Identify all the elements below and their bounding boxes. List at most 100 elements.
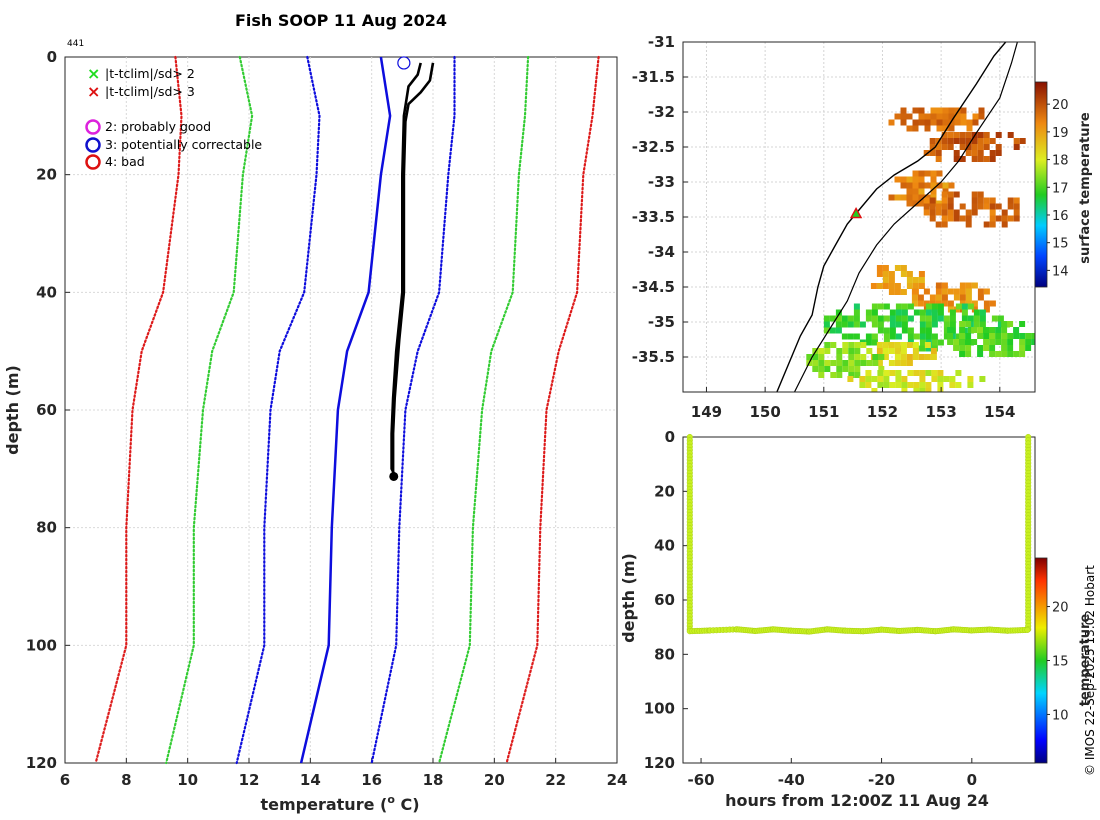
depth-time-panel: -60 -40 -20 0 0 20 40 60 80 100 120 hours from 12… [619, 428, 1093, 810]
map-sst-pixel [989, 215, 996, 222]
map-sst-pixel [977, 294, 984, 301]
map-sst-pixel [848, 366, 855, 372]
map-sst-pixel [967, 303, 974, 310]
profile-grid [65, 57, 617, 763]
map-sst-pixel [953, 191, 960, 198]
map-sst-pixel [955, 333, 962, 340]
map-sst-pixel [983, 156, 990, 162]
profile-series-clim-mean [299, 56, 392, 764]
map-sst-pixel [953, 215, 960, 222]
map-sst-pixel [977, 191, 984, 198]
map-sst-pixel [894, 283, 901, 289]
map-sst-pixel [961, 309, 968, 316]
map-sst-pixel [954, 107, 961, 114]
map-sst-pixel [906, 200, 913, 207]
map-sst-pixel [912, 194, 919, 201]
profile-series-clim-1sd [235, 55, 321, 765]
profile-panel: 6 8 10 12 14 16 18 20 22 24 0 20 40 60 80 100 120 tempe… [3, 48, 627, 814]
map-sst-pixel [830, 372, 837, 378]
map-sst-pixel [960, 119, 967, 126]
map-sst-pixel [918, 194, 925, 201]
profile-series-clim-3sd [94, 55, 183, 765]
map-sst-pixel [876, 271, 883, 277]
map-sst-pixel [900, 113, 907, 120]
map-sst-pixel [877, 303, 884, 310]
map-sst-pixel [888, 119, 895, 126]
map-sst-pixel [965, 333, 972, 339]
map-sst-pixel [989, 327, 996, 333]
map-sst-pixel [918, 200, 925, 207]
map-sst-pixel [865, 333, 872, 340]
map-sst-pixel [931, 376, 938, 382]
map-sst-pixel [812, 354, 819, 360]
map-sst-pixel [917, 294, 924, 301]
map-sst-pixel [854, 348, 861, 354]
map-sst-pixel [929, 197, 936, 204]
map-sst-pixel [959, 327, 966, 333]
depth-time-x-ticks: -60 -40 -20 0 [687, 758, 977, 789]
map-sst-pixel [919, 376, 926, 382]
map-sst-pixel [883, 382, 890, 388]
map-sst-pixel [971, 156, 978, 162]
map-sst-pixel [854, 366, 861, 372]
profile-surface-flag [397, 56, 411, 70]
map-sst-pixel [888, 289, 895, 295]
map-y-ticks: -31 -31.5 -32 -32.5 -33 -33.5 -34 -34.5 -35 -35.5 [632, 33, 688, 366]
map-sst-pixel [983, 306, 990, 313]
map-sst-pixel [895, 370, 902, 376]
map-sst-pixel [924, 182, 931, 189]
map-sst-pixel [930, 176, 937, 183]
map-sst-pixel [818, 348, 825, 354]
map-x-tick-label: 150 [749, 403, 780, 421]
map-sst-pixel [1001, 345, 1008, 351]
map-sst-pixel [912, 283, 919, 289]
map-y-tick-label: -32 [648, 103, 675, 121]
map-colorbar-tick-label: 16 [1052, 209, 1069, 224]
map-sst-pixel [983, 144, 990, 150]
map-sst-pixel [894, 289, 901, 295]
map-sst-pixel [967, 327, 974, 334]
map-sst-pixel [931, 315, 938, 322]
map-sst-pixel [871, 315, 878, 322]
map-sst-pixel [889, 321, 896, 328]
map-sst-pixel [906, 188, 913, 195]
map-sst-pixel [853, 315, 860, 322]
map-sst-pixel [989, 197, 996, 204]
map-sst-pixel [966, 125, 973, 132]
depth-time-x-tick-label: -20 [868, 771, 895, 789]
map-sst-pixel [823, 321, 830, 328]
map-sst-pixel [1007, 351, 1014, 357]
map-sst-pixel [911, 300, 918, 307]
map-sst-pixel [948, 182, 955, 189]
map-sst-pixel [947, 132, 954, 138]
map-sst-pixel [942, 119, 949, 126]
map-sst-pixel [989, 351, 996, 357]
profile-x-tick-label: 20 [484, 771, 505, 789]
depth-time-x-tick-label: -40 [778, 771, 805, 789]
map-sst-pixel [971, 138, 978, 144]
map-sst-pixel [912, 342, 919, 348]
map-sst-pixel [918, 271, 925, 277]
legend-flag-3-label: |t-tclim|/sd> 3 [105, 84, 195, 99]
profile-x-label: temperature (o C) [260, 793, 419, 814]
map-sst-pixel [888, 342, 895, 348]
map-colorbar-tick-label: 15 [1052, 237, 1069, 252]
map-sst-pixel [835, 309, 842, 316]
map-sst-pixel [949, 309, 956, 316]
map-y-tick-label: -35.5 [632, 348, 675, 366]
map-sst-pixel [983, 138, 990, 144]
map-sst-pixel [871, 309, 878, 316]
depth-time-colorbar-tick-label: 15 [1052, 655, 1069, 670]
map-sst-pixel [912, 200, 919, 207]
map-colorbar [1034, 81, 1048, 288]
depth-time-x-tick-label: -60 [687, 771, 714, 789]
map-sst-pixel [955, 370, 962, 376]
map-sst-pixel [1013, 138, 1020, 144]
map-sst-pixel [900, 194, 907, 201]
map-sst-pixel [930, 188, 937, 195]
map-sst-pixel [859, 376, 866, 382]
map-sst-pixel [918, 176, 925, 183]
map-sst-pixel [1007, 333, 1014, 339]
map-sst-pixel [907, 303, 914, 310]
